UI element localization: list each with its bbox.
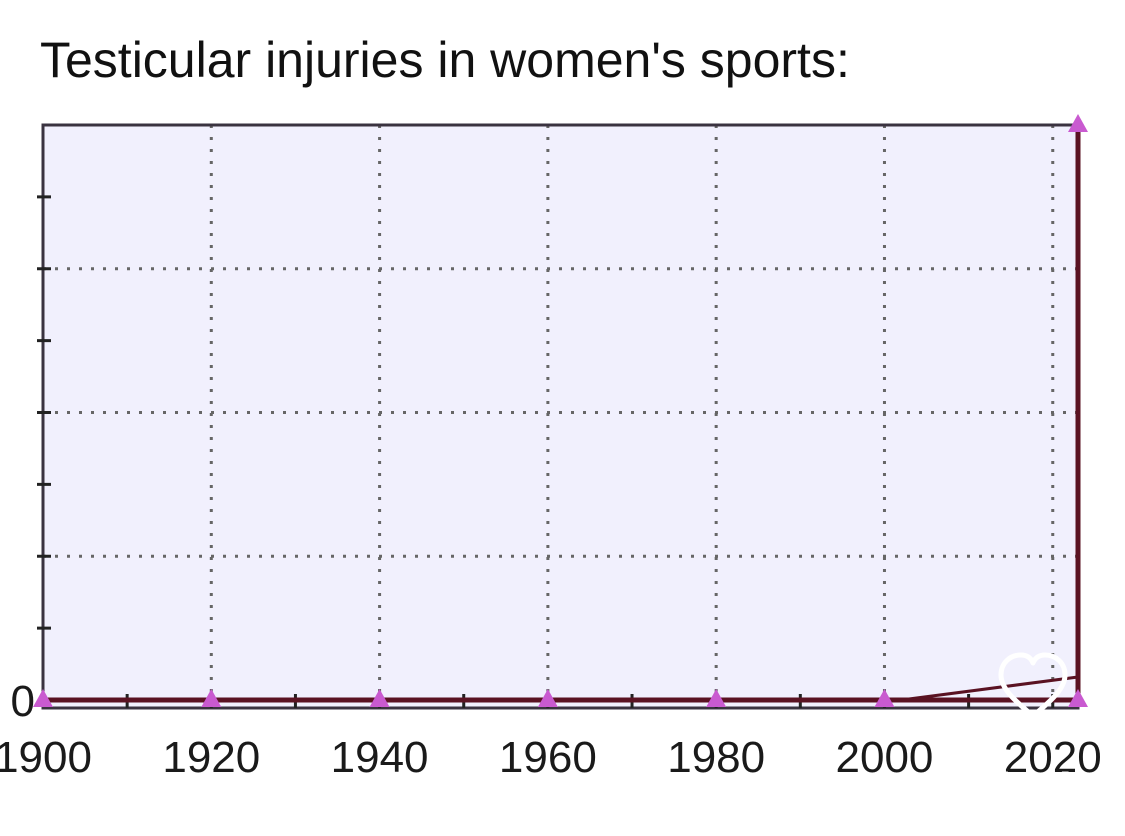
data-point xyxy=(369,689,390,707)
like-count: 1.9M xyxy=(995,765,1071,803)
tick-labels: 1900 1920 1940 1960 1980 2000 2020 0 xyxy=(0,677,1102,782)
data-point xyxy=(1068,689,1088,707)
x-tick-label: 2020 xyxy=(1004,733,1102,782)
data-point xyxy=(537,689,558,707)
like-overlay[interactable]: 1.9M xyxy=(995,652,1071,803)
data-point xyxy=(874,689,895,707)
data-point xyxy=(33,689,53,707)
x-tick-label: 1920 xyxy=(162,733,260,782)
heart-outline-icon[interactable] xyxy=(998,652,1068,719)
data-point xyxy=(201,689,222,707)
x-tick-label: 2000 xyxy=(836,733,934,782)
grid xyxy=(43,125,1078,708)
chart-title: Testicular injuries in women's sports: xyxy=(40,32,850,88)
x-tick-label: 1940 xyxy=(331,733,429,782)
y-tick-label: 0 xyxy=(11,677,35,726)
plot-area xyxy=(43,125,1078,708)
series-line xyxy=(43,125,1081,703)
x-tick-label: 1900 xyxy=(0,733,92,782)
data-point xyxy=(1068,114,1088,132)
data-layer xyxy=(33,114,1088,707)
secondary-line xyxy=(901,675,1079,702)
data-point xyxy=(706,689,727,707)
x-tick-label: 1980 xyxy=(667,733,765,782)
x-tick-label: 1960 xyxy=(499,733,597,782)
